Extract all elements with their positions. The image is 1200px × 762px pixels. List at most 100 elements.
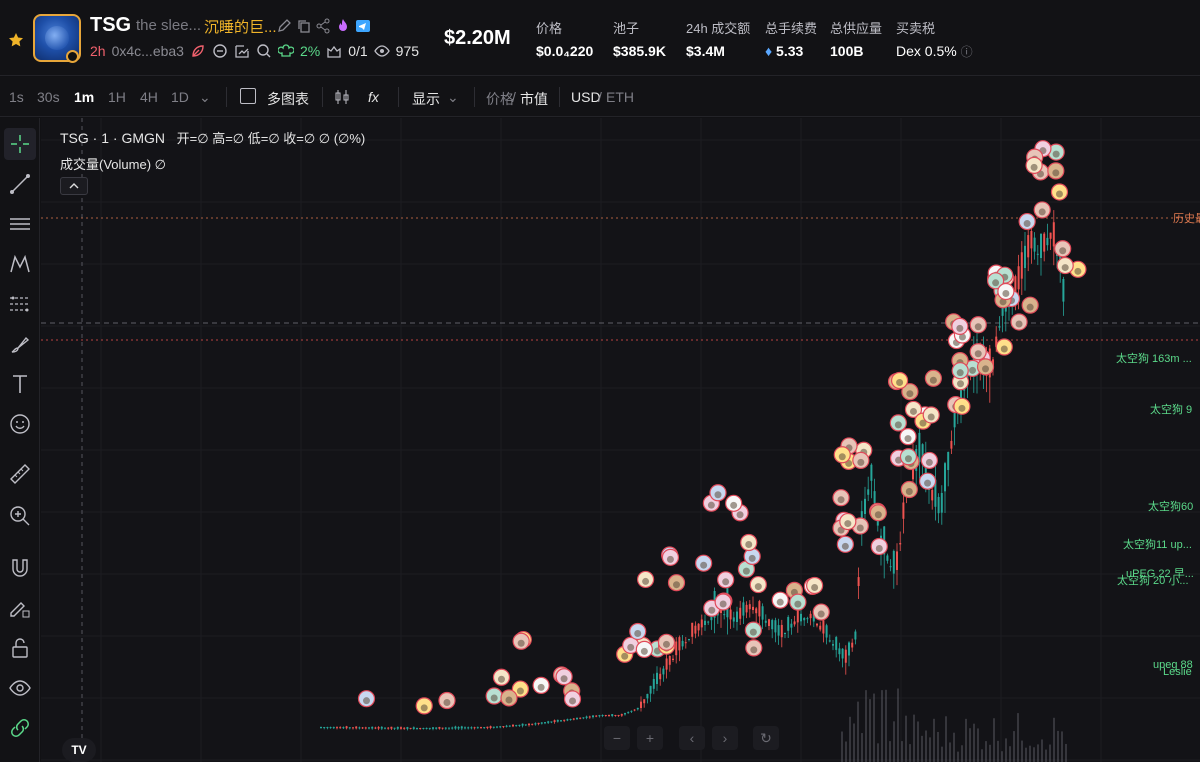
volume-bar (1021, 740, 1023, 762)
link-tool[interactable] (4, 712, 36, 744)
trade-avatar-face (906, 390, 914, 398)
measure-tool[interactable] (4, 458, 36, 490)
scroll-right-button[interactable]: › (712, 726, 738, 750)
candle-body (790, 623, 793, 628)
zoom-tool[interactable] (4, 500, 36, 532)
trade-avatar-face (708, 606, 716, 614)
unlock-tool[interactable] (4, 632, 36, 664)
interval-1d[interactable]: 1D (171, 89, 189, 105)
horizontal-lines-icon (10, 218, 30, 230)
eth-toggle[interactable]: ETH (606, 89, 634, 105)
trade-avatar-face (1026, 303, 1034, 311)
trade-label: Leslie (1163, 666, 1192, 678)
pattern-tool[interactable] (4, 248, 36, 280)
volume-bar (1005, 738, 1007, 762)
candle-body (937, 496, 940, 514)
candle-body (921, 444, 924, 465)
display-chevron-icon[interactable]: ⌄ (447, 89, 459, 105)
brush-tool[interactable] (4, 328, 36, 360)
trade-avatar-face (736, 511, 744, 519)
volume-legend: 成交量(Volume) ∅ (60, 157, 166, 172)
chart-symbol-line: TSG · 1 · GMGN (60, 130, 165, 146)
candle-body (457, 727, 460, 729)
indicator-fx-icon[interactable]: fx (368, 89, 379, 105)
share-icon[interactable] (315, 18, 331, 34)
contract-address[interactable]: 0x4c...eba3 (111, 43, 184, 59)
help-icon[interactable]: ⓘ (960, 45, 973, 59)
candle-body (739, 607, 742, 619)
lock-drawing-tool[interactable] (4, 592, 36, 624)
zoom-out-button[interactable]: − (604, 726, 630, 750)
volume-bar (1045, 749, 1047, 762)
fib-tool[interactable] (4, 288, 36, 320)
candle-body (640, 701, 642, 708)
eye-visibility-icon (9, 680, 31, 696)
interval-dropdown-chevron-icon[interactable]: ⌄ (199, 89, 211, 105)
candle-body (339, 727, 342, 729)
candle-body (729, 609, 732, 620)
reset-chart-button[interactable]: ↻ (753, 726, 779, 750)
multi-chart-label[interactable]: 多图表 (267, 91, 309, 107)
volume-bar (953, 732, 955, 762)
interval-1m[interactable]: 1m (74, 89, 95, 105)
stat-tax: 买卖税 Dex 0.5% ⓘ (896, 21, 973, 59)
usd-toggle[interactable]: USD (571, 89, 601, 105)
volume-bar (925, 730, 927, 762)
chart-add-icon (235, 45, 249, 58)
candle-body (380, 726, 383, 729)
candle-body (889, 566, 892, 568)
trade-avatar-face (957, 380, 965, 388)
price-chart-area[interactable] (41, 118, 1200, 762)
volume-bar (1037, 744, 1039, 762)
price-toggle[interactable]: 价格 (486, 91, 514, 107)
crosshair-tool[interactable] (4, 128, 36, 160)
brush-icon (11, 336, 30, 353)
candle-body (595, 715, 598, 717)
candle-body (521, 723, 524, 726)
volume-bar (961, 745, 963, 762)
candle-body (585, 716, 588, 718)
magnet-tool[interactable] (4, 552, 36, 584)
scroll-left-button[interactable]: ‹ (679, 726, 705, 750)
interval-1h[interactable]: 1H (108, 89, 126, 105)
candle-body (604, 715, 607, 716)
trade-avatar-face (974, 323, 982, 331)
candle-body (374, 727, 377, 729)
mcap-toggle[interactable]: 市值 (520, 91, 548, 107)
candle-body (748, 604, 751, 610)
zoom-in-button[interactable]: + (637, 726, 663, 750)
trendline-tool[interactable] (4, 168, 36, 200)
trade-avatar-face (811, 583, 819, 591)
candle-body (944, 463, 946, 492)
emoji-tool[interactable] (4, 408, 36, 440)
candlestick-chart[interactable] (41, 118, 1200, 762)
star-icon[interactable] (8, 32, 24, 48)
fib-retracement-icon (10, 296, 30, 312)
trade-avatar-face (856, 524, 864, 532)
visibility-tool[interactable] (4, 672, 36, 704)
edit-icon[interactable] (276, 18, 292, 34)
interval-1s[interactable]: 1s (9, 89, 24, 105)
volume-bar (845, 741, 847, 762)
candle-body (355, 726, 358, 729)
trade-avatar-face (362, 697, 370, 705)
candlestick-icon[interactable] (333, 88, 351, 106)
trade-avatar-face (634, 629, 642, 637)
horizontal-lines-tool[interactable] (4, 208, 36, 240)
candle-body (528, 723, 530, 726)
display-menu[interactable]: 显示 (412, 91, 440, 107)
legend-collapse-button[interactable] (60, 177, 88, 195)
volume-bar (849, 716, 851, 762)
candle-body (464, 727, 466, 729)
candle-body (950, 440, 953, 449)
telegram-icon[interactable] (355, 18, 371, 34)
multi-chart-checkbox[interactable] (240, 88, 256, 104)
interval-4h[interactable]: 4H (140, 89, 158, 105)
trade-avatar-face (749, 628, 757, 636)
volume-bar (905, 715, 907, 762)
interval-30s[interactable]: 30s (37, 89, 60, 105)
trade-avatar-face (904, 455, 912, 463)
candle-body (486, 726, 489, 729)
copy-icon[interactable] (296, 18, 312, 34)
text-tool[interactable] (4, 368, 36, 400)
